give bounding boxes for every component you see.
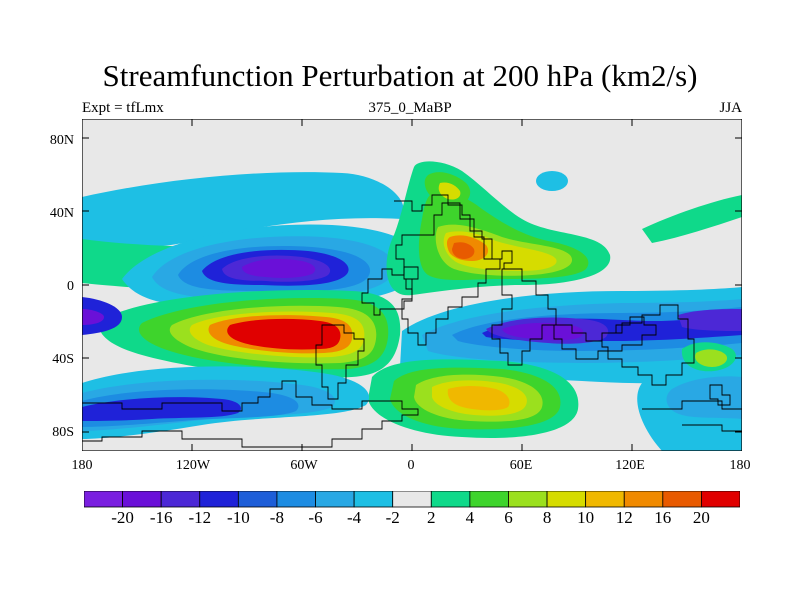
contour-region — [82, 172, 404, 249]
case-label: 375_0_MaBP — [368, 100, 452, 116]
experiment-label: Expt = tfLmx — [82, 100, 164, 116]
lon-tick-label: 120W — [175, 458, 211, 473]
colorbar-label: 10 — [577, 508, 595, 527]
colorbar-label: 8 — [542, 508, 552, 527]
colorbar-label: -12 — [188, 508, 212, 527]
contour-region — [536, 171, 568, 191]
colorbar-label: 4 — [465, 508, 475, 527]
lon-tick-label: 60E — [509, 458, 533, 473]
colorbar-swatch — [430, 491, 471, 508]
lon-tick-label: 180 — [71, 458, 93, 473]
coastline-antarctica — [82, 380, 419, 448]
colorbar-label: 16 — [654, 508, 672, 527]
colorbar-swatch — [585, 491, 625, 508]
streamfunction-map — [82, 119, 742, 451]
colorbar-label: 6 — [504, 508, 513, 527]
coastline-antarctica-east — [642, 400, 742, 432]
coastline-southeast-asia — [553, 316, 657, 360]
lat-tick-label: 80N — [49, 133, 74, 148]
coastline-africa — [395, 202, 501, 346]
contour-region — [242, 259, 316, 278]
contour-region — [447, 386, 510, 411]
axis-ticks — [82, 119, 742, 451]
colorbar-label: 12 — [615, 508, 633, 527]
figure-title: Streamfunction Perturbation at 200 hPa (… — [102, 58, 698, 93]
coastline-australia — [601, 304, 695, 386]
contour-region — [452, 242, 475, 259]
coastline-outlines — [82, 194, 742, 448]
colorbar-swatch — [199, 491, 239, 508]
contour-region — [82, 309, 104, 325]
colorbar-swatch — [84, 491, 123, 508]
colorbar — [84, 491, 740, 508]
colorbar-label: -20 — [111, 508, 134, 527]
colorbar-swatch — [701, 491, 740, 508]
lon-tick-label: 180 — [729, 458, 751, 473]
colorbar-label: -16 — [149, 508, 173, 527]
colorbar-label: 2 — [427, 508, 436, 527]
colorbar-swatch — [353, 491, 394, 508]
colorbar-swatch — [623, 491, 664, 508]
colorbar-label: -8 — [269, 508, 284, 527]
colorbar-swatch — [508, 491, 548, 508]
contour-region — [666, 376, 742, 419]
colorbar-label: 20 — [692, 508, 710, 527]
lat-tick-label: 40N — [49, 206, 74, 221]
lon-tick-label: 0 — [407, 458, 415, 473]
lat-tick-label: 80S — [52, 425, 74, 440]
coastline-europe-asia — [394, 194, 513, 269]
colorbar-label: -4 — [347, 508, 362, 527]
colorbar-swatch — [546, 491, 587, 508]
contour-region — [502, 322, 584, 341]
colorbar-swatch — [160, 491, 201, 508]
coastline-new-zealand — [709, 384, 731, 406]
colorbar-label: -2 — [385, 508, 400, 527]
contour-region — [227, 318, 341, 350]
colorbar-swatch — [662, 491, 702, 508]
colorbar-label: -10 — [227, 508, 250, 527]
contour-region — [642, 195, 742, 243]
colorbar-swatch — [392, 491, 432, 508]
contour-region — [695, 349, 728, 367]
coastline-asia-east — [491, 268, 557, 366]
lat-tick-label: 40S — [52, 352, 74, 367]
season-label: JJA — [719, 100, 742, 116]
colorbar-swatch — [469, 491, 509, 508]
colorbar-swatch — [122, 491, 162, 508]
colorbar-label: -6 — [308, 508, 323, 527]
lon-tick-label: 60W — [290, 458, 318, 473]
colorbar-swatch — [315, 491, 355, 508]
lat-tick-label: 0 — [67, 279, 74, 294]
colorbar-swatch — [237, 491, 278, 508]
contour-fill-layer — [82, 161, 742, 451]
contour-region — [678, 309, 742, 331]
coastline-south-america — [315, 324, 365, 400]
colorbar-swatch — [276, 491, 316, 508]
lon-tick-label: 120E — [615, 458, 645, 473]
